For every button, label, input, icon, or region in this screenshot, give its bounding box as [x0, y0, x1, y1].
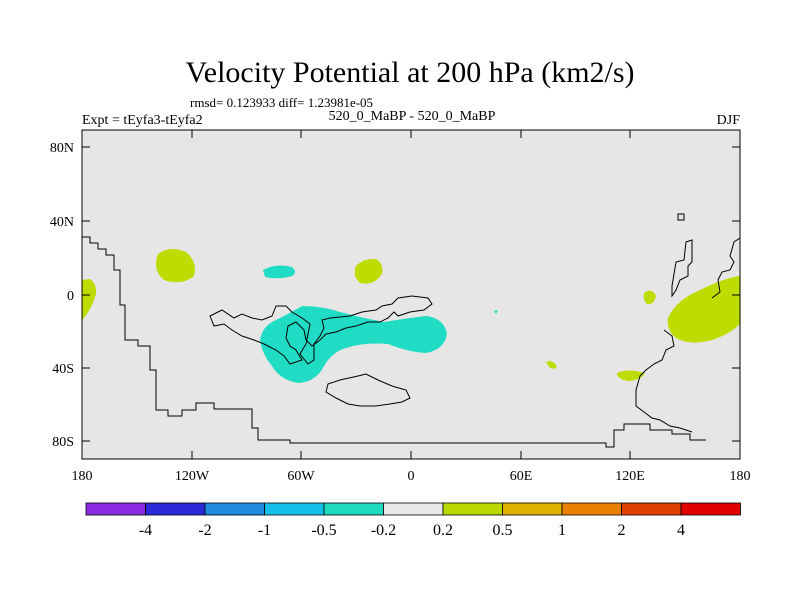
fill-main-negative	[260, 306, 447, 383]
map-panel: 80N 40N 0 40S 80S 180 120W 60W 0	[50, 129, 751, 484]
coast-asia-australia	[635, 329, 693, 433]
colorbar	[85, 502, 741, 516]
colorbar-swatch	[85, 502, 146, 516]
case-label: 520_0_MaBP - 520_0_MaBP	[329, 109, 496, 124]
lat-label: 80N	[50, 141, 74, 156]
fill-pacific-small	[263, 265, 295, 279]
colorbar-swatch	[442, 502, 503, 516]
colorbar-label: -0.5	[311, 522, 336, 539]
fill-pacific-west	[156, 248, 195, 283]
colorbar-swatch	[502, 502, 563, 516]
lon-label: 120E	[615, 469, 645, 484]
coastlines	[82, 213, 741, 448]
lat-label: 40S	[52, 362, 74, 377]
lon-label: 180	[72, 469, 93, 484]
season-label: DJF	[717, 113, 741, 128]
lon-label: 60W	[287, 469, 315, 484]
lat-label: 40N	[50, 215, 74, 230]
coast-east-edge	[711, 237, 741, 299]
colorbar-labels: -4 -2 -1 -0.5 -0.2 0.2 0.5 1 2 4	[139, 522, 685, 539]
colorbar-swatch	[561, 502, 622, 516]
latitude-axis: 80N 40N 0 40S 80S	[50, 141, 740, 450]
fill-indian-small	[546, 361, 557, 369]
positive-anomaly-fills	[82, 248, 740, 381]
colorbar-label: 0.5	[493, 522, 513, 539]
colorbar-swatch	[264, 502, 325, 516]
lat-label: 0	[67, 289, 74, 304]
fill-west-edge	[82, 279, 97, 320]
map-background	[82, 130, 740, 459]
fill-east-pacific	[667, 276, 740, 343]
plot-title: Velocity Potential at 200 hPa (km2/s)	[185, 56, 634, 89]
coast-island	[677, 213, 685, 221]
coast-africa-south	[325, 373, 411, 407]
stats-label: rmsd= 0.123933 diff= 1.23981e-05	[190, 95, 373, 110]
lat-label: 80S	[52, 435, 74, 450]
colorbar-swatch	[383, 502, 444, 516]
lon-label: 120W	[175, 469, 210, 484]
colorbar-swatch	[621, 502, 682, 516]
colorbar-label: 2	[618, 522, 626, 539]
fill-indian-speck	[494, 310, 498, 314]
colorbar-label: -1	[258, 522, 271, 539]
fill-west-pacific-small	[643, 290, 656, 305]
colorbar-label: -4	[139, 522, 152, 539]
lon-label: 60E	[510, 469, 533, 484]
negative-anomaly-fills	[260, 265, 498, 383]
colorbar-swatch	[204, 502, 265, 516]
longitude-axis: 180 120W 60W 0 60E 120E 180	[72, 130, 751, 484]
colorbar-label: 0.2	[433, 522, 453, 539]
colorbar-swatch	[145, 502, 206, 516]
lon-label: 0	[408, 469, 415, 484]
coast-americas-antarctica	[82, 236, 706, 448]
colorbar-label: 1	[558, 522, 566, 539]
fill-atlantic	[354, 258, 383, 284]
coast-south-america	[209, 295, 433, 365]
colorbar-swatch	[323, 502, 384, 516]
colorbar-label: -0.2	[371, 522, 396, 539]
colorbar-swatch	[680, 502, 741, 516]
colorbar-label: -2	[198, 522, 211, 539]
fill-australia	[617, 370, 645, 381]
experiment-label: Expt = tEyfa3-tEyfa2	[82, 113, 203, 128]
lon-label: 180	[730, 469, 751, 484]
colorbar-label: 4	[677, 522, 685, 539]
coast-japan	[671, 239, 693, 298]
